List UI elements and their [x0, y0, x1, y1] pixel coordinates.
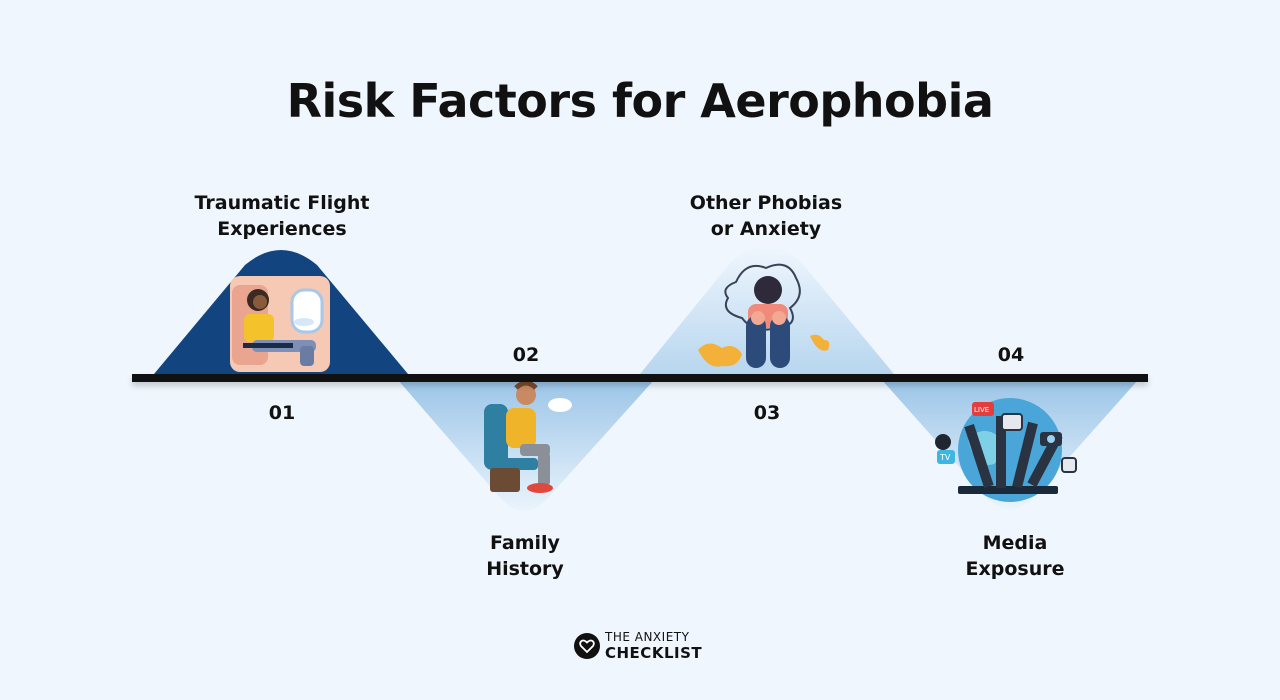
timeline-axis [132, 374, 1148, 382]
step-2-label: Family History [430, 530, 620, 582]
step-1-label: Traumatic Flight Experiences [170, 190, 394, 242]
media-microphones-cameras-icon: TV LIVE [935, 398, 1077, 502]
anxious-girl-hugging-knees-icon [698, 263, 830, 368]
heart-in-circle-icon [574, 633, 600, 659]
brand-logo: THE ANXIETY CHECKLIST [573, 630, 713, 664]
logo-line2: CHECKLIST [605, 644, 703, 662]
step-4-label-line1: Media [982, 532, 1048, 554]
step-1-label-line1: Traumatic Flight [194, 192, 370, 214]
step-4-number: 04 [997, 344, 1025, 366]
step-3-label-line2: or Anxiety [710, 218, 822, 240]
svg-text:LIVE: LIVE [974, 406, 989, 414]
page-title: Risk Factors for Aerophobia [286, 74, 994, 128]
step-4-label-line2: Exposure [965, 558, 1065, 580]
step-3-label: Other Phobias or Anxiety [666, 190, 866, 242]
step-2-number: 02 [512, 344, 540, 366]
step-1-label-line2: Experiences [217, 218, 347, 240]
anxious-man-in-airplane-seat-icon [484, 380, 572, 493]
step-2-label-line2: History [486, 558, 564, 580]
step-3-label-line1: Other Phobias [689, 192, 843, 214]
step-3-number: 03 [753, 402, 781, 424]
step-4-label: Media Exposure [920, 530, 1110, 582]
step-2-label-line1: Family [490, 532, 560, 554]
svg-text:TV: TV [939, 453, 951, 462]
logo-line1: THE ANXIETY [605, 630, 690, 644]
woman-on-airplane-seat-icon [230, 276, 330, 372]
step-1-number: 01 [268, 402, 296, 424]
